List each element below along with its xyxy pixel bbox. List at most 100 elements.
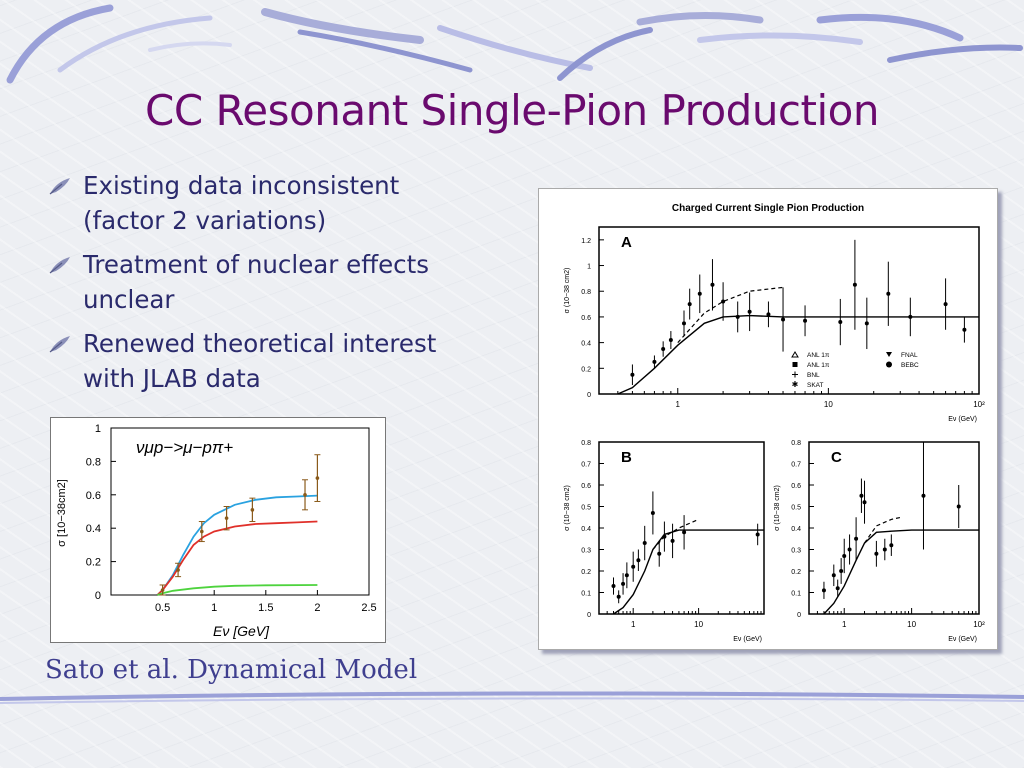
y-tick-label: 0.8	[86, 456, 101, 468]
data-point	[631, 564, 636, 569]
legend-marker	[886, 352, 892, 357]
bullet-text: Treatment of nuclear effects unclear	[83, 250, 430, 314]
figure-caption: Sato et al. Dynamical Model	[45, 655, 418, 685]
y-axis-label: σ [10−38cm2]	[56, 479, 68, 547]
data-point	[611, 584, 616, 589]
data-point	[657, 551, 662, 556]
data-point	[889, 543, 894, 548]
panel-label: A	[621, 234, 632, 251]
x-tick-label: 10	[824, 400, 833, 409]
data-point	[668, 338, 673, 343]
reaction-equation: νμp−>μ−pπ+	[136, 438, 233, 457]
data-point	[642, 541, 647, 546]
x-tick-label: 10²	[973, 400, 985, 409]
y-tick-label: 0	[587, 612, 591, 619]
y-tick-label: 0.2	[581, 569, 591, 576]
model-curve	[156, 494, 318, 596]
quill-bullet-icon	[49, 178, 70, 195]
dashed-model-curve	[652, 518, 699, 550]
data-point	[630, 372, 635, 377]
bullet-list: Existing data inconsistent (factor 2 var…	[48, 168, 528, 405]
data-point	[859, 493, 864, 498]
data-point	[882, 547, 887, 552]
x-axis-label: Eν (GeV)	[948, 416, 977, 423]
data-point	[250, 508, 255, 512]
top-swirl-decoration	[6, 4, 1023, 84]
y-tick-label: 0.3	[581, 548, 591, 555]
data-point	[766, 312, 771, 317]
data-point	[160, 588, 165, 592]
data-point	[886, 291, 891, 296]
sato-model-svg: 0 0.2 0.4 0.6 0.8 1 0.5 1 1.5 2 2.5 νμp−>μ−pπ+ Eν [G…	[56, 423, 377, 639]
data-point	[862, 500, 867, 505]
quill-bullet-icon	[49, 336, 70, 353]
panel-frame	[598, 441, 765, 615]
data-point	[682, 530, 687, 535]
y-tick-label: 0	[797, 612, 801, 619]
y-tick-label: 0.8	[791, 440, 801, 447]
data-point	[176, 568, 180, 572]
legend-label: FNAL	[901, 352, 918, 359]
x-axis-label: Eν [GeV]	[213, 623, 270, 639]
legend-label: BEBC	[901, 362, 919, 369]
quill-bullet-icon	[49, 257, 70, 274]
data-point	[864, 321, 869, 326]
data-point	[315, 476, 320, 480]
legend-label: ANL 1π	[807, 352, 830, 359]
data-point	[681, 321, 686, 326]
x-tick-label: 10²	[973, 620, 985, 629]
figure-title: Charged Current Single Pion Production	[672, 203, 864, 214]
panel-frame	[598, 226, 980, 395]
y-axis-label: σ (10−38 cm2)	[774, 485, 781, 531]
experimental-data-figure: Charged Current Single Pion Production 0 0…	[538, 188, 998, 650]
dashed-model-curve	[677, 286, 784, 344]
data-point	[735, 314, 740, 319]
x-tick-label: 0.5	[155, 602, 170, 614]
y-tick-label: 0.1	[791, 591, 801, 598]
experimental-data-svg: Charged Current Single Pion Production 0 0…	[564, 203, 985, 643]
x-tick-label: 1	[211, 602, 217, 614]
y-tick-label: 0.2	[86, 557, 101, 569]
data-point	[852, 282, 857, 287]
y-tick-label: 0.4	[86, 523, 101, 535]
data-point	[636, 558, 641, 563]
data-point	[697, 291, 702, 296]
bullet-item: Treatment of nuclear effects unclear	[48, 247, 528, 317]
data-point	[662, 534, 667, 539]
x-axis-label: Eν (GeV)	[733, 636, 762, 643]
y-tick-label: 0.5	[581, 505, 591, 512]
legend-marker	[791, 351, 799, 358]
x-tick-label: 10	[907, 620, 916, 629]
data-point	[224, 516, 229, 520]
y-tick-label: 0.4	[791, 526, 801, 533]
data-point	[831, 573, 836, 578]
y-tick-label: 0.6	[86, 490, 101, 502]
y-tick-label: 0.8	[581, 289, 591, 296]
x-axis-label: Eν (GeV)	[948, 636, 977, 643]
bullet-text: Renewed theoretical interest with JLAB d…	[83, 329, 437, 393]
plot-frame	[110, 427, 370, 596]
data-point	[652, 359, 657, 364]
data-point	[943, 302, 948, 307]
data-point	[874, 551, 879, 556]
y-tick-label: 1	[95, 423, 101, 435]
y-tick-label: 0.7	[791, 462, 801, 469]
y-tick-label: 0.6	[581, 315, 591, 322]
data-point	[956, 504, 961, 509]
legend-marker	[886, 361, 892, 368]
bullet-item: Existing data inconsistent (factor 2 var…	[48, 168, 528, 238]
bullet-text: Existing data inconsistent (factor 2 var…	[83, 171, 400, 235]
x-tick-label: 1	[676, 400, 681, 409]
data-point	[621, 581, 626, 586]
y-tick-label: 0.2	[581, 366, 591, 373]
legend-label: BNL	[807, 372, 820, 379]
y-tick-label: 0.5	[791, 505, 801, 512]
y-tick-label: 0	[95, 590, 101, 602]
legend-label: SKAT	[807, 382, 824, 389]
legend-marker: ✱	[792, 380, 799, 389]
y-tick-label: 0.3	[791, 548, 801, 555]
y-tick-label: 1.2	[581, 238, 591, 245]
y-tick-label: 0.4	[581, 526, 591, 533]
legend-marker	[792, 371, 798, 378]
panel-label: B	[621, 449, 632, 466]
